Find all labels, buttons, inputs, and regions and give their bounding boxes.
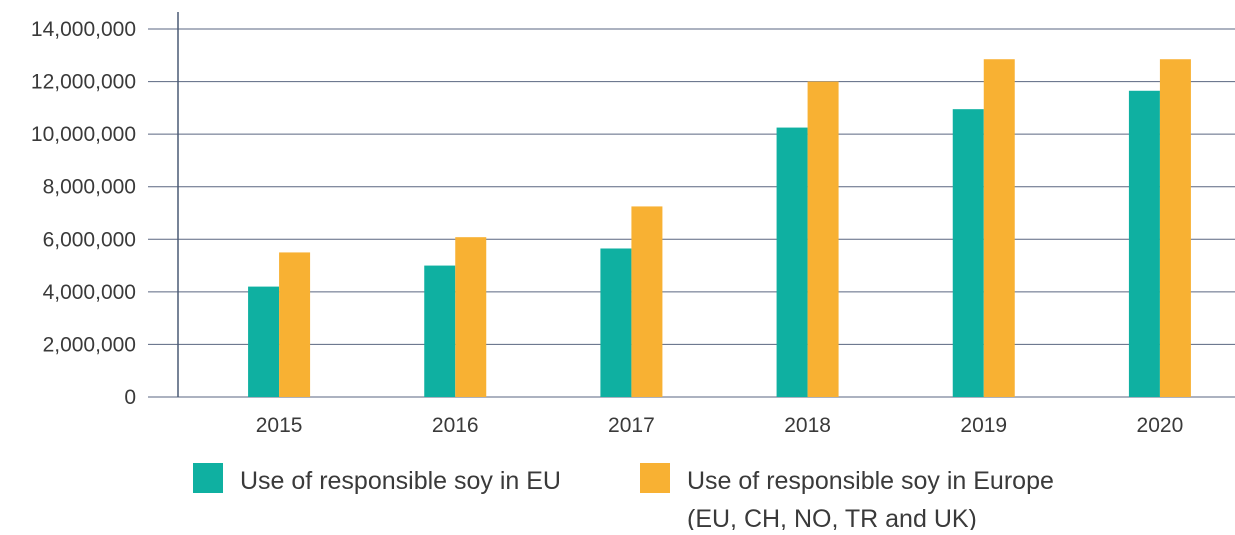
y-tick-label: 4,000,000	[43, 281, 136, 304]
y-tick-label: 10,000,000	[31, 123, 136, 146]
bar-2017-series-1	[600, 248, 632, 397]
bar-2018-series-2	[807, 81, 839, 398]
bar-2015-series-2	[279, 252, 311, 397]
y-tick-label: 2,000,000	[43, 333, 136, 356]
grid-layer	[148, 28, 1235, 398]
legend-label-series-2: (EU, CH, NO, TR and UK)	[687, 505, 977, 530]
y-tick-label: 8,000,000	[43, 176, 136, 199]
legend-label-series-2: Use of responsible soy in Europe	[687, 467, 1054, 495]
y-tick-label: 6,000,000	[43, 228, 136, 251]
legend-swatch-series-1	[193, 463, 223, 493]
bar-2015-series-1	[248, 286, 280, 397]
legend: Use of responsible soy in EU Use of respo…	[193, 463, 1054, 533]
x-tick-label: 2020	[1137, 414, 1184, 437]
y-tick-label: 12,000,000	[31, 71, 136, 94]
x-tick-label: 2016	[432, 414, 479, 437]
bar-2016-series-2	[455, 237, 487, 397]
y-tick-label: 0	[124, 386, 136, 409]
x-tick-label: 2018	[784, 414, 831, 437]
y-tick-label: 14,000,000	[31, 18, 136, 41]
bar-2016-series-1	[424, 265, 456, 397]
bar-2019-series-2	[983, 59, 1015, 397]
x-tick-label: 2017	[608, 414, 655, 437]
bar-2017-series-2	[631, 206, 663, 397]
bar-2018-series-1	[776, 127, 808, 398]
bar-2020-series-2	[1159, 59, 1191, 397]
y-tick-labels: 0 2,000,000 4,000,000 6,000,000 8,000,000 10,…	[31, 18, 136, 409]
bar-layer	[248, 59, 1191, 398]
bar-2019-series-1	[952, 109, 984, 398]
legend-label-series-1: Use of responsible soy in EU	[240, 467, 561, 495]
bar-2020-series-1	[1128, 90, 1160, 398]
x-tick-label: 2015	[256, 414, 303, 437]
legend-swatch-series-2	[640, 463, 670, 493]
x-tick-label: 2019	[960, 414, 1007, 437]
x-tick-labels: 2015 2016 2017 2018 2019 2020	[256, 414, 1184, 437]
